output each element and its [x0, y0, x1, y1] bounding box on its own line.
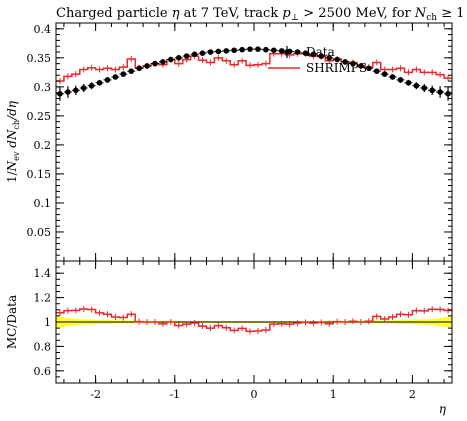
data-point — [96, 79, 103, 86]
main-y-tick-label: 0.05 — [27, 226, 52, 239]
data-point — [350, 60, 356, 67]
data-point — [128, 68, 135, 74]
data-point — [231, 47, 237, 54]
main-y-tick-label: 0.1 — [34, 197, 52, 210]
x-tick-label: 0 — [251, 388, 258, 401]
data-point — [57, 91, 63, 97]
legend-label-shrimps: SHRIMPS — [306, 61, 367, 75]
data-point — [358, 63, 364, 69]
main-panel: 0.05 0.1 0.15 0.2 0.25 0.3 0.35 0.4 1/Nev dNch/… — [5, 22, 453, 262]
x-tick-label: 2 — [409, 388, 416, 401]
x-tick-label: -1 — [169, 388, 180, 401]
data-point — [326, 55, 333, 61]
shrimps-step-line — [56, 53, 452, 82]
ratio-y-axis-label: MC/Data — [5, 295, 19, 349]
data-point — [389, 74, 396, 80]
data-point — [191, 51, 198, 58]
ratio-shrimps-step-line — [56, 308, 452, 333]
data-point — [207, 49, 214, 55]
data-point — [112, 74, 119, 80]
ratio-y-tick-label: 0.6 — [34, 365, 52, 378]
data-point — [342, 59, 348, 65]
data-point — [80, 85, 87, 91]
chart-title: Charged particle η at 7 TeV, track p⊥ > … — [56, 6, 465, 23]
data-point — [247, 46, 253, 52]
data-point — [160, 59, 166, 65]
data-point — [255, 46, 261, 52]
data-point — [429, 87, 436, 94]
data-point — [175, 55, 182, 61]
main-y-tick-label: 0.25 — [27, 110, 52, 123]
main-y-tick-label: 0.4 — [34, 23, 52, 36]
data-point — [73, 87, 79, 94]
data-point — [136, 65, 142, 72]
data-point — [168, 56, 174, 63]
ratio-y-tick-label: 1 — [44, 316, 51, 329]
data-point — [413, 82, 420, 89]
legend-label-data: Data — [306, 45, 335, 59]
data-point — [263, 46, 269, 53]
ratio-y-tick-label: 1.2 — [34, 292, 52, 305]
data-point — [271, 47, 277, 54]
data-point — [183, 53, 190, 59]
main-y-tick-label: 0.35 — [27, 52, 52, 65]
main-y-tick-label: 0.3 — [34, 81, 52, 94]
data-point — [104, 77, 111, 83]
data-point — [294, 49, 301, 55]
legend-data-marker — [284, 49, 290, 55]
data-point — [199, 50, 206, 56]
x-tick-label: -2 — [90, 388, 101, 401]
data-point — [334, 56, 340, 63]
data-point — [302, 50, 309, 56]
data-point — [65, 89, 71, 95]
ratio-panel: 0.6 0.8 1 1.2 1.4 -2 -1 0 1 2 MC/Data η — [5, 260, 453, 416]
data-point — [215, 48, 222, 55]
data-point — [421, 85, 428, 91]
data-point — [373, 68, 380, 74]
legend: Data SHRIMPS — [268, 45, 367, 75]
data-point — [445, 91, 451, 97]
data-point — [397, 77, 404, 83]
data-point — [278, 48, 285, 54]
data-point — [366, 65, 372, 72]
data-point — [239, 46, 245, 53]
data-point — [120, 71, 127, 77]
data-point — [152, 60, 158, 67]
data-point — [437, 89, 443, 95]
main-y-tick-label: 0.2 — [34, 139, 52, 152]
main-y-tick-label: 0.15 — [27, 168, 52, 181]
data-point — [144, 63, 150, 69]
ratio-y-tick-label: 0.8 — [34, 340, 52, 353]
ratio-y-tick-label: 1.4 — [34, 267, 52, 280]
main-panel-frame — [55, 22, 453, 262]
data-point — [223, 48, 230, 54]
data-point — [88, 82, 95, 89]
data-point — [318, 53, 325, 59]
x-axis-label: η — [439, 402, 447, 416]
main-y-axis-label: 1/Nev dNch/dη — [5, 100, 21, 183]
data-point — [405, 79, 412, 86]
data-point — [381, 71, 388, 77]
data-point — [310, 51, 317, 58]
x-tick-label: 1 — [330, 388, 337, 401]
